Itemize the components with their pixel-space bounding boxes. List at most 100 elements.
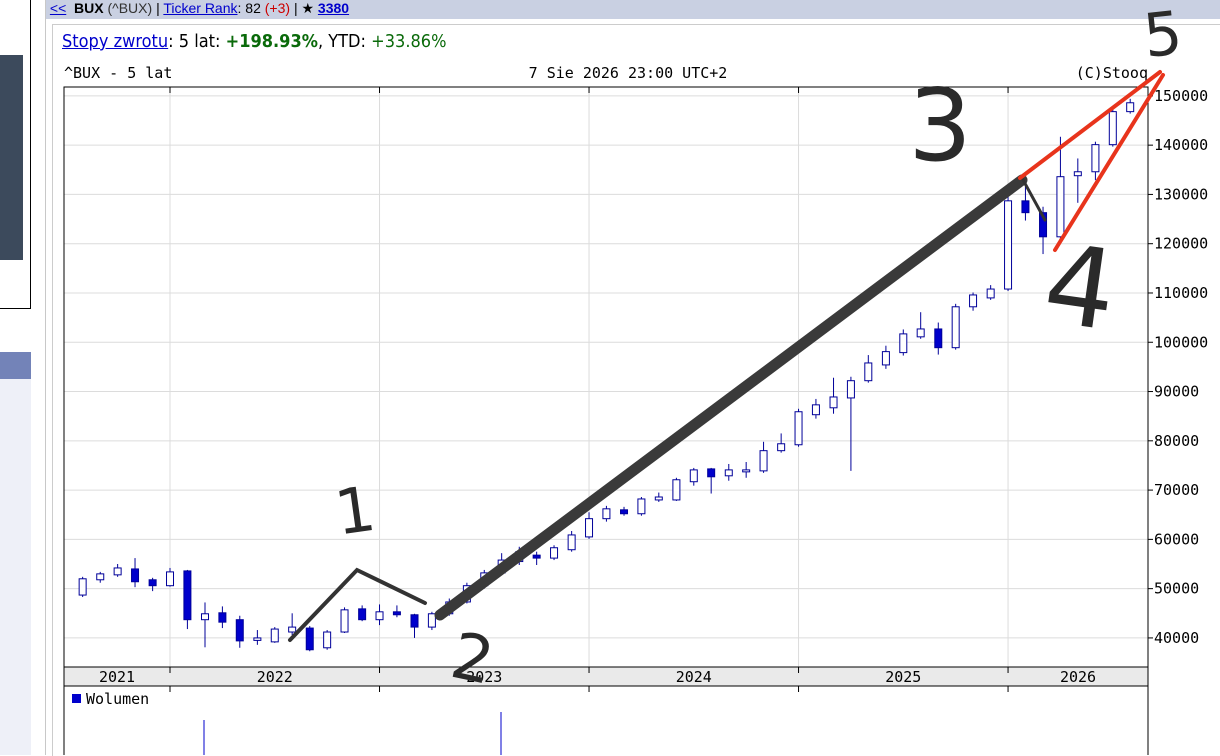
rank: : 82 — [237, 0, 261, 16]
candle-body — [340, 609, 349, 633]
candle-body — [794, 411, 803, 446]
separator: | — [156, 0, 160, 16]
candle-body — [1039, 212, 1048, 238]
candle-body — [829, 396, 838, 409]
wave-3 — [434, 174, 1028, 621]
candle-body — [358, 608, 367, 621]
y-tick-label: 50000 — [1154, 580, 1199, 598]
volume-legend: Wolumen — [86, 690, 149, 708]
sidebar-menu — [0, 379, 31, 755]
candle-body — [148, 579, 157, 587]
candle-body — [899, 333, 908, 354]
annotation: 1 — [330, 472, 379, 550]
candle-body — [323, 631, 332, 649]
annotation: 5 — [1140, 0, 1185, 72]
returns: Stopy zwrotu: 5 lat: +198.93%, YTD: +33.… — [62, 31, 446, 52]
returns-link[interactable]: Stopy zwrotu — [62, 31, 169, 52]
y-tick-label: 120000 — [1154, 235, 1208, 253]
annotation: 3 — [908, 67, 972, 184]
candle-body — [777, 443, 786, 452]
y-tick-label: 70000 — [1154, 481, 1199, 499]
return-ytd: +33.86% — [371, 31, 447, 52]
sidebar-frame — [0, 0, 31, 309]
plot-frame — [63, 86, 1149, 668]
divider — [45, 0, 46, 755]
candle-body — [1091, 144, 1100, 173]
chart-date: 7 Sie 2026 23:00 UTC+2 — [529, 64, 728, 82]
x-year-label: 2025 — [885, 668, 921, 686]
candle-body — [934, 328, 943, 349]
candle-body — [585, 518, 594, 538]
annotation: 4 — [1037, 219, 1124, 355]
candle-body — [235, 619, 244, 642]
y-tick-label: 90000 — [1154, 383, 1199, 401]
x-year-label: 2024 — [676, 668, 712, 686]
x-year-label: 2026 — [1060, 668, 1096, 686]
wedge-line — [1053, 73, 1165, 252]
candle-body — [759, 450, 768, 472]
symbol: (^BUX) — [107, 0, 153, 16]
candle-body — [427, 613, 436, 628]
wave-4 — [1020, 176, 1047, 222]
ytd-label: , YTD: — [317, 31, 366, 52]
candle-body — [1056, 176, 1065, 238]
candle-body — [602, 508, 611, 520]
x-year-label: 2022 — [257, 668, 293, 686]
candle-body — [410, 614, 419, 628]
x-year-label: 2023 — [466, 668, 502, 686]
candle-body — [620, 509, 629, 515]
candle-body — [689, 469, 698, 483]
candle-body — [253, 637, 262, 641]
candle-body — [916, 328, 925, 338]
chart-title: ^BUX - 5 lat — [64, 64, 172, 82]
y-tick-label: 110000 — [1154, 284, 1208, 302]
candle-body — [724, 469, 733, 477]
sidebar — [0, 0, 31, 755]
candle-body — [166, 571, 175, 587]
ticker-bar: << BUX (^BUX) | Ticker Rank: 82 (+3) | ★… — [46, 0, 1220, 19]
candle-body — [742, 469, 751, 473]
x-axis-band — [63, 666, 1149, 687]
back-link[interactable]: << — [49, 0, 67, 16]
candle-body — [375, 611, 384, 621]
y-tick-label: 150000 — [1154, 87, 1208, 105]
candle-body — [270, 628, 279, 643]
candle-body — [1126, 102, 1135, 113]
candle-body — [1021, 200, 1030, 214]
wave-1 — [288, 567, 427, 642]
y-tick-label: 130000 — [1154, 185, 1208, 203]
candle-body — [986, 288, 995, 299]
candle-body — [864, 362, 873, 382]
avatar — [0, 55, 23, 260]
candle-body — [654, 496, 663, 501]
candle-body — [113, 567, 122, 576]
rank-link[interactable]: Ticker Rank — [163, 0, 238, 16]
candle-body — [811, 404, 820, 416]
candle-body — [1073, 171, 1082, 177]
candle-body — [1004, 200, 1013, 290]
panel-frame — [52, 24, 1220, 756]
candle-body — [200, 613, 209, 621]
candle-body — [131, 568, 140, 583]
x-year-label: 2021 — [99, 668, 135, 686]
candle-body — [183, 570, 192, 621]
candle-body — [567, 534, 576, 551]
candle-body — [218, 612, 227, 623]
annotations — [288, 70, 1165, 642]
ticker: BUX — [74, 0, 104, 16]
volume-legend-swatch — [72, 694, 81, 703]
candle-body — [672, 479, 681, 501]
y-tick-label: 40000 — [1154, 629, 1199, 647]
annotation: 2 — [445, 619, 500, 700]
y-tick-label: 80000 — [1154, 432, 1199, 450]
sidebar-bar — [0, 352, 31, 379]
star: | ★ — [293, 0, 315, 16]
candle-body — [846, 380, 855, 399]
candle-body — [707, 468, 716, 478]
fans-link[interactable]: 3380 — [317, 0, 350, 16]
candle-body — [288, 626, 297, 633]
y-tick-label: 60000 — [1154, 530, 1199, 548]
return-5y: +198.93% — [225, 31, 318, 52]
